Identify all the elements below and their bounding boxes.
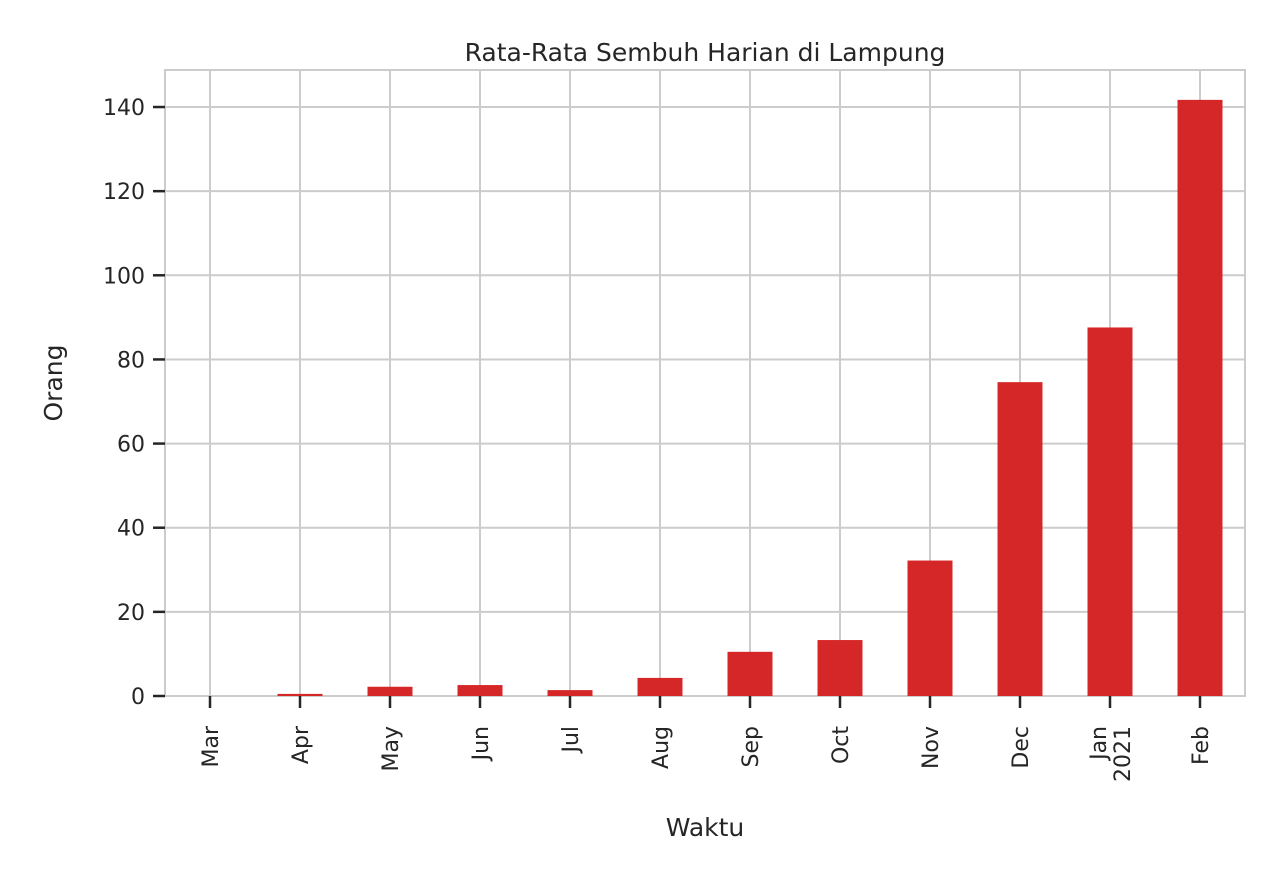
y-tick-label: 40 [117, 517, 145, 542]
y-tick-label: 20 [117, 601, 145, 626]
plot-area [164, 69, 1246, 697]
bar-apr [277, 693, 323, 696]
bar-sep [727, 651, 773, 696]
bar-jun [457, 685, 503, 696]
x-ticks: Mar Apr May Jun Jul Aug Sep Oct Nov Dec Jan 2021 Feb [199, 696, 1214, 782]
x-tick-sublabel: 2021 [1111, 726, 1136, 782]
bar-dec [997, 382, 1043, 696]
x-axis-title: Waktu [666, 813, 745, 842]
y-gridlines [165, 106, 1245, 697]
x-tick-label: Oct [829, 726, 854, 764]
x-tick-label: Nov [919, 726, 944, 769]
x-tick-label: Feb [1189, 726, 1214, 765]
y-axis-title: Orang [39, 345, 68, 422]
y-tick-label: 0 [131, 685, 145, 710]
y-ticks: 0 20 40 60 80 100 120 140 [103, 96, 165, 710]
x-tick-label: Jun [469, 726, 494, 762]
bar-jul [547, 690, 593, 696]
x-tick-label: Apr [289, 725, 314, 764]
x-tick-label: Sep [739, 726, 764, 767]
x-tick-label: Dec [1009, 726, 1034, 769]
bar-nov [907, 560, 953, 696]
x-tick-label: Jul [559, 726, 584, 755]
x-tick-label: Mar [199, 725, 224, 767]
bars [277, 99, 1223, 696]
y-tick-label: 60 [117, 433, 145, 458]
bar-aug [637, 677, 683, 696]
y-tick-label: 80 [117, 348, 145, 373]
x-tick-label: May [379, 726, 404, 771]
y-tick-label: 100 [103, 264, 145, 289]
y-tick-label: 120 [103, 180, 145, 205]
x-tick-label: Aug [649, 726, 674, 769]
bar-feb [1177, 99, 1223, 696]
y-tick-label: 140 [103, 96, 145, 121]
bar-jan [1087, 327, 1133, 696]
bar-oct [817, 640, 863, 696]
bar-may [367, 686, 413, 696]
chart-title: Rata-Rata Sembuh Harian di Lampung [465, 38, 946, 67]
x-tick-label: Jan [1087, 726, 1112, 762]
